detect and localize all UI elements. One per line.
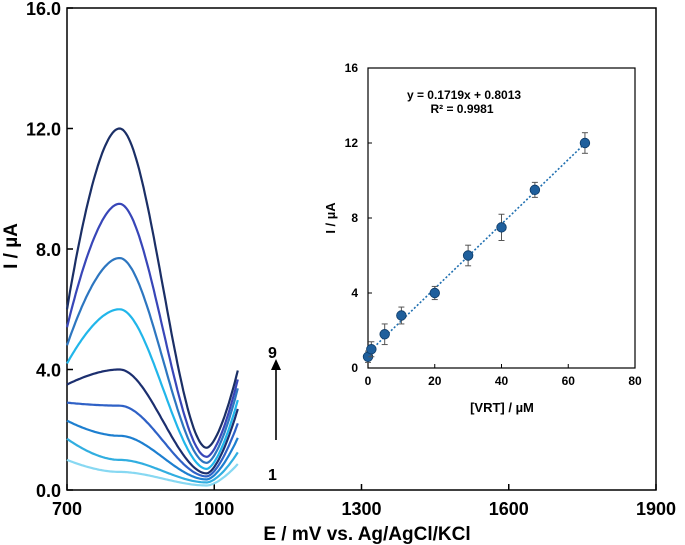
inset-x-tick-label: 0 xyxy=(365,374,372,388)
main-x-tick-label: 1600 xyxy=(489,499,529,519)
inset-y-tick-label: 8 xyxy=(351,211,358,225)
inset-point-group xyxy=(366,341,377,358)
inset-data-point xyxy=(429,287,440,299)
inset-y-axis: 0 4 8 12 16 xyxy=(345,61,372,375)
main-y-tick-label: 12.0 xyxy=(26,120,61,140)
inset-point-group xyxy=(579,132,591,154)
inset-x-tick-label: 80 xyxy=(628,374,642,388)
main-y-tick-label: 0.0 xyxy=(36,481,61,501)
inset-point-group xyxy=(396,306,407,325)
main-y-tick-label: 8.0 xyxy=(36,240,61,260)
inset-point-group xyxy=(429,285,440,301)
main-y-axis-title: I / µA xyxy=(1,223,22,269)
main-x-tick-label: 1000 xyxy=(194,499,234,519)
voltammogram-curve-9 xyxy=(65,127,239,449)
main-curves xyxy=(65,127,239,487)
inset-point-group xyxy=(529,181,541,198)
curve-label-high: 9 xyxy=(268,345,277,362)
main-y-tick-label: 4.0 xyxy=(36,361,61,381)
inset-data-point xyxy=(366,344,377,355)
inset-x-tick-label: 60 xyxy=(562,374,576,388)
voltammogram-curve-6 xyxy=(66,308,239,471)
inset-x-axis: 0 20 40 60 80 xyxy=(365,364,642,388)
inset-x-tick-label: 40 xyxy=(495,374,509,388)
inset-equation: y = 0.1719x + 0.8013 xyxy=(407,88,521,102)
inset-points xyxy=(362,132,591,363)
inset-data-point xyxy=(496,222,507,233)
curve-label-low: 1 xyxy=(268,467,277,484)
inset-x-tick-label: 20 xyxy=(428,374,442,388)
inset-point-group xyxy=(496,213,507,241)
main-x-axis-title: E / mV vs. Ag/AgCl/KCl xyxy=(263,524,470,545)
increase-arrow-head xyxy=(271,359,281,370)
inset-y-axis-title: I / µA xyxy=(323,202,338,234)
inset-data-point xyxy=(579,137,591,149)
inset-y-tick-label: 16 xyxy=(345,61,359,75)
main-x-tick-label: 1900 xyxy=(636,499,676,519)
voltammogram-curve-2 xyxy=(66,437,239,484)
inset-r-squared: R² = 0.9981 xyxy=(430,102,493,116)
voltammogram-curve-5 xyxy=(66,368,239,475)
main-x-axis: 700 1000 1300 1600 1900 xyxy=(52,484,676,519)
inset-y-tick-label: 0 xyxy=(351,361,358,375)
voltammogram-curve-8 xyxy=(65,202,239,459)
inset-y-tick-label: 4 xyxy=(351,286,358,300)
inset-point-group xyxy=(379,323,390,346)
inset-data-point xyxy=(396,310,407,321)
voltammogram-curve-7 xyxy=(65,257,239,465)
main-y-axis: 0.0 4.0 8.0 12.0 16.0 xyxy=(26,0,73,501)
inset-data-point xyxy=(379,329,390,340)
main-y-tick-label: 16.0 xyxy=(26,0,61,19)
inset-y-tick-label: 12 xyxy=(345,136,359,150)
voltammogram-curve-1 xyxy=(66,458,239,487)
voltammogram-curve-4 xyxy=(66,401,239,478)
inset-data-point xyxy=(529,184,541,196)
inset-x-axis-title: [VRT] / µM xyxy=(470,400,534,415)
main-x-tick-label: 700 xyxy=(52,499,82,519)
main-x-tick-label: 1300 xyxy=(341,499,381,519)
inset-data-point xyxy=(462,250,474,261)
inset-point-group xyxy=(462,244,474,267)
voltammogram-curve-3 xyxy=(66,419,239,481)
